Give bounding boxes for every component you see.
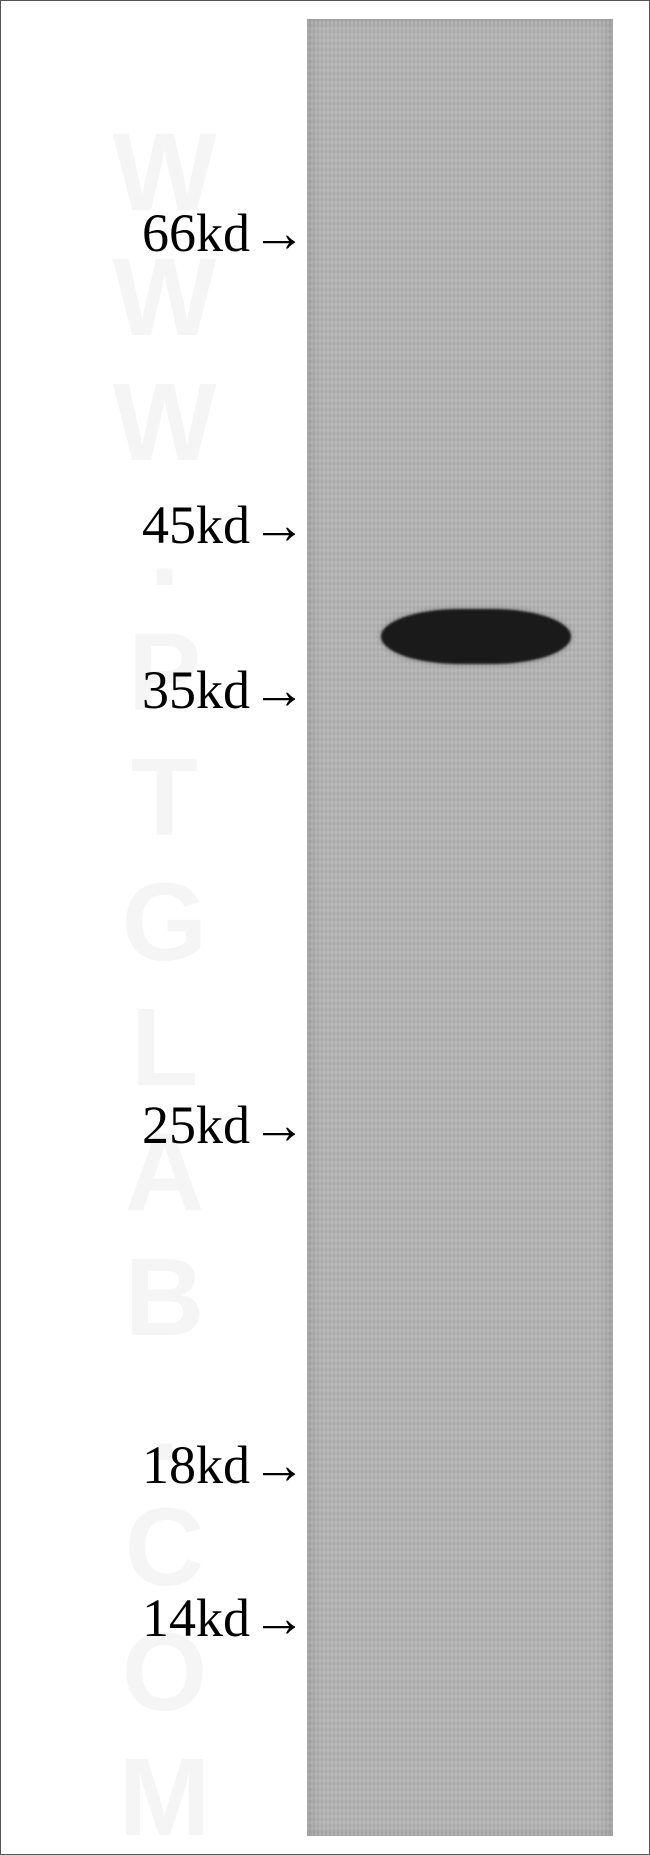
ladder-marker: 66kd→ (142, 202, 306, 264)
ladder-marker-label: 35kd (142, 659, 250, 721)
ladder-marker-label: 18kd (142, 1434, 250, 1496)
ladder-marker-label: 25kd (142, 1094, 250, 1156)
ladder-marker: 45kd→ (142, 494, 306, 556)
western-blot-figure: WWW.PTGLAB.COM 66kd→45kd→35kd→25kd→18kd→… (0, 0, 650, 1855)
arrow-right-icon: → (252, 663, 306, 717)
ladder-marker-label: 45kd (142, 494, 250, 556)
ladder-marker: 25kd→ (142, 1094, 306, 1156)
ladder-marker: 14kd→ (142, 1587, 306, 1649)
arrow-right-icon: → (252, 206, 306, 260)
arrow-right-icon: → (252, 1098, 306, 1152)
molecular-weight-ladder: 66kd→45kd→35kd→25kd→18kd→14kd→ (1, 1, 306, 1854)
ladder-marker: 35kd→ (142, 659, 306, 721)
arrow-right-icon: → (252, 1438, 306, 1492)
arrow-right-icon: → (252, 1591, 306, 1645)
ladder-marker-label: 14kd (142, 1587, 250, 1649)
arrow-right-icon: → (252, 498, 306, 552)
ladder-marker-label: 66kd (142, 202, 250, 264)
protein-band (381, 609, 571, 664)
blot-lane (307, 19, 613, 1836)
ladder-marker: 18kd→ (142, 1434, 306, 1496)
